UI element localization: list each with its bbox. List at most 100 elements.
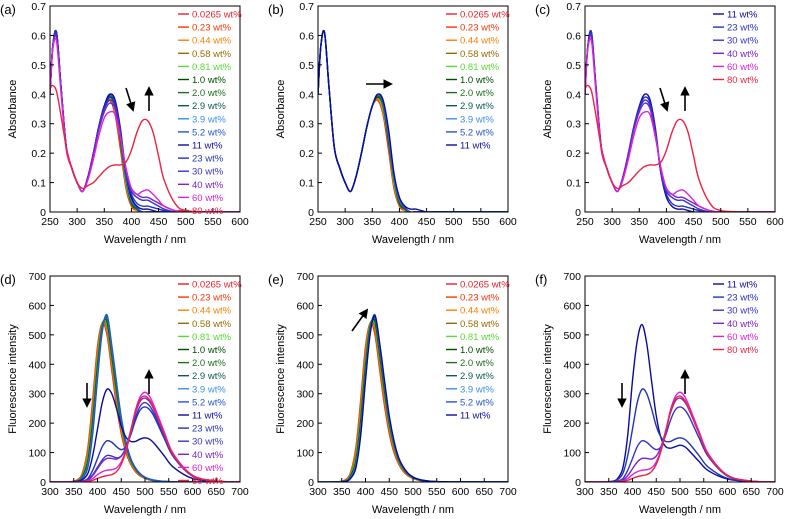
y-tick-label: 0.5 [566,60,581,72]
legend-label: 80 wt% [727,75,759,86]
y-tick-label: 300 [296,389,314,401]
panel: 250 300 350 400 450 500 550 600 0 0.1 0.2 0.3 0.4 0.5… [0,1,249,246]
data-line [50,406,240,482]
data-line [50,37,240,212]
x-tick-label: 600 [719,486,737,498]
x-tick-label: 300 [68,216,86,228]
legend-label: 5.2 wt% [460,397,494,408]
arrow [351,308,369,332]
y-tick-label: 0.1 [299,178,314,190]
x-tick-label: 300 [576,486,594,498]
legend-label: 0.23 wt% [460,293,500,304]
y-tick-label: 600 [563,300,581,312]
panel: 300 350 400 450 500 550 600 650 700 0 100 200 300 400… [0,271,249,516]
y-tick-label: 0.2 [31,148,46,160]
legend-label: 40 wt% [727,49,759,60]
x-tick-label: 300 [41,486,59,498]
x-tick-label: 350 [631,216,649,228]
x-tick-label: 500 [671,486,689,498]
x-tick-label: 450 [112,486,130,498]
x-tick-label: 500 [445,216,463,228]
data-line [318,29,508,212]
x-tick-label: 650 [475,486,493,498]
legend-label: 23 wt% [192,154,224,165]
plot-area [318,313,508,482]
legend-label: 60 wt% [192,463,224,474]
x-tick-label: 500 [136,486,154,498]
legend-label: 0.0265 wt% [192,10,242,21]
plot-frame [584,5,776,213]
data-line [585,37,775,212]
plot-frame [49,5,241,213]
legend-label: 2.9 wt% [192,371,226,382]
data-line [585,395,775,482]
legend-label: 0.0265 wt% [192,280,242,291]
legend-label: 1.0 wt% [460,75,494,86]
x-tick-label: 600 [499,216,517,228]
x-tick-label: 550 [472,216,490,228]
panel-label: (c) [535,2,550,17]
x-tick-label: 500 [177,216,195,228]
x-tick-label: 300 [336,216,354,228]
legend-label: 11 wt% [192,141,223,152]
data-line [585,406,775,482]
x-tick-label: 500 [712,216,730,228]
x-tick-label: 600 [184,486,202,498]
plot-area [318,29,508,212]
legend-label: 30 wt% [727,36,759,47]
y-tick-label: 200 [296,418,314,430]
data-line [585,397,775,482]
x-tick-label: 600 [452,486,470,498]
y-tick-label: 500 [28,330,46,342]
x-tick-label: 550 [739,216,757,228]
legend-label: 1.0 wt% [460,345,494,356]
legend-label: 11 wt% [727,10,758,21]
y-tick-label: 0.1 [31,178,46,190]
y-tick-label: 200 [28,418,46,430]
x-tick-label: 300 [309,486,327,498]
panel: 250 300 350 400 450 500 550 600 0 0.1 0.2 0.3 0.4 0.5… [535,1,784,246]
y-tick-label: 300 [563,389,581,401]
x-tick-label: 400 [658,216,676,228]
y-tick-label: 400 [296,359,314,371]
legend-label: 0.23 wt% [460,23,500,34]
y-tick-label: 0 [308,207,314,219]
legend-label: 1.0 wt% [192,75,226,86]
legend-label: 60 wt% [192,193,224,204]
legend-label: 60 wt% [727,332,759,343]
data-line [585,84,775,212]
legend-label: 2.0 wt% [192,88,226,99]
y-tick-label: 0.7 [566,1,581,13]
y-tick-label: 700 [296,271,314,283]
data-line [50,388,240,482]
legend-label: 2.0 wt% [460,358,494,369]
legend-label: 0.58 wt% [192,319,232,330]
legend-label: 0.58 wt% [192,49,232,60]
legend-label: 0.44 wt% [460,306,500,317]
legend-label: 0.44 wt% [460,36,500,47]
x-tick-label: 350 [600,486,618,498]
y-tick-label: 0 [40,207,46,219]
legend-label: 0.81 wt% [460,332,500,343]
y-tick-label: 600 [28,300,46,312]
legend-label: 30 wt% [727,306,759,317]
panel-label: (d) [0,272,16,287]
y-axis-label: Fluorescence intensity [7,324,19,434]
legend-label: 11 wt% [460,411,491,422]
x-tick-label: 550 [428,486,446,498]
x-tick-label: 600 [766,216,784,228]
y-tick-label: 0.3 [299,119,314,131]
data-line [50,395,240,482]
legend-label: 23 wt% [727,293,759,304]
x-tick-label: 350 [333,486,351,498]
x-tick-label: 450 [150,216,168,228]
x-tick-label: 600 [231,216,249,228]
panel: 300 350 400 450 500 550 600 650 700 0 100 200 300 400… [535,271,784,516]
x-tick-label: 450 [647,486,665,498]
x-tick-label: 650 [742,486,760,498]
y-tick-label: 0.2 [566,148,581,160]
y-axis-label: Fluorescence intensity [275,324,287,434]
y-tick-label: 200 [563,418,581,430]
y-tick-label: 0 [40,477,46,489]
y-tick-label: 0.4 [31,89,46,101]
